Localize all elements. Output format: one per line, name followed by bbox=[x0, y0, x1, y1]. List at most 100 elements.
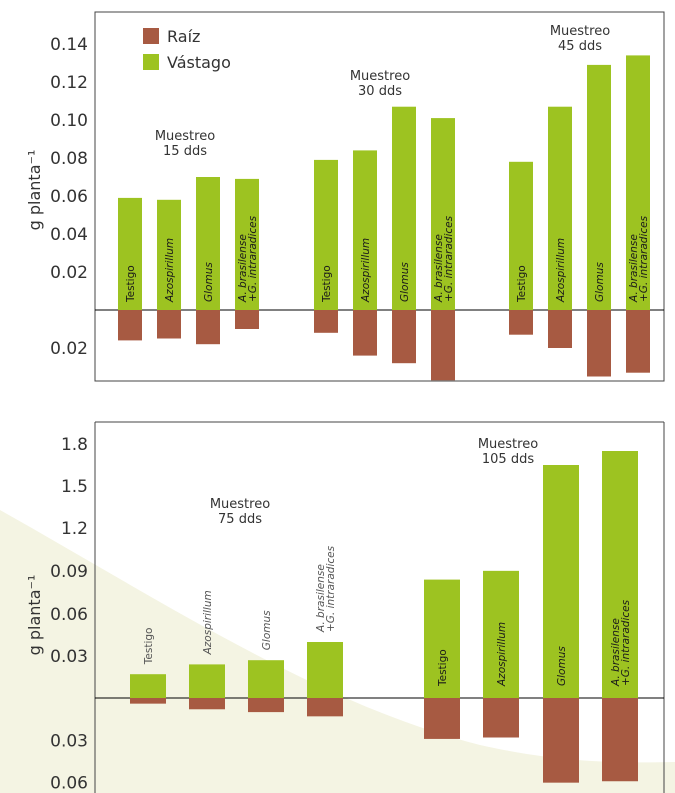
raiz-bar bbox=[424, 698, 460, 739]
category-label-line: Azospirillum bbox=[164, 238, 176, 303]
legend: Raíz Vástago bbox=[143, 27, 231, 72]
category-label-line: Testigo bbox=[437, 649, 449, 687]
category-label: Testigo bbox=[516, 265, 528, 303]
group-label: Muestreo bbox=[550, 24, 610, 39]
group-label: Muestreo bbox=[478, 437, 538, 452]
y-tick-label: 0.02 bbox=[50, 339, 88, 359]
vastago-bar bbox=[196, 177, 220, 310]
category-label: A. brasilense+G. intraradices bbox=[610, 599, 632, 687]
raiz-bar bbox=[543, 698, 579, 783]
vastago-bar bbox=[543, 465, 579, 698]
category-label-line: A. brasilense bbox=[628, 234, 640, 303]
category-label: Azospirillum bbox=[202, 590, 214, 655]
category-label: Testigo bbox=[125, 265, 137, 303]
raiz-bar bbox=[431, 310, 455, 381]
raiz-bar bbox=[130, 698, 166, 704]
category-label: Glomus bbox=[594, 262, 606, 302]
vastago-bar bbox=[626, 55, 650, 311]
y-tick-label: 0.04 bbox=[50, 225, 88, 245]
category-label-line: Testigo bbox=[125, 265, 137, 303]
vastago-bar bbox=[431, 118, 455, 310]
category-label-line: Glomus bbox=[399, 262, 411, 302]
category-label: Glomus bbox=[261, 610, 273, 650]
category-label-line: A. brasilense bbox=[315, 564, 327, 633]
category-label-line: Glomus bbox=[556, 646, 568, 686]
y-tick-label: 1.5 bbox=[61, 477, 88, 497]
group-label: Muestreo bbox=[210, 497, 270, 512]
category-label: Azospirillum bbox=[360, 238, 372, 303]
category-label: Azospirillum bbox=[496, 622, 508, 687]
y-tick-label: 1.8 bbox=[61, 435, 88, 455]
vastago-bar bbox=[314, 159, 338, 310]
y-tick-label: 0.06 bbox=[50, 774, 88, 793]
vastago-bar bbox=[483, 570, 519, 698]
category-label-line: +G. intraradices bbox=[638, 215, 650, 302]
group-label: 45 dds bbox=[558, 39, 602, 54]
vastago-bar bbox=[548, 106, 572, 310]
vastago-bar bbox=[189, 664, 225, 698]
raiz-bar bbox=[626, 310, 650, 373]
raiz-bar bbox=[587, 310, 611, 377]
vastago-bar bbox=[307, 642, 343, 698]
vastago-bar bbox=[235, 178, 259, 310]
y-tick-label: 1.2 bbox=[61, 519, 88, 539]
raiz-bar bbox=[483, 698, 519, 738]
category-label: Testigo bbox=[321, 265, 333, 303]
y-tick-label: 0.06 bbox=[50, 605, 88, 625]
y-tick-label: 0.02 bbox=[50, 263, 88, 283]
y-tick-label: 0.03 bbox=[50, 647, 88, 667]
category-label-line: +G. intraradices bbox=[325, 545, 337, 632]
vastago-bar bbox=[602, 451, 638, 698]
category-label-line: Azospirillum bbox=[202, 590, 214, 655]
category-label-line: Azospirillum bbox=[360, 238, 372, 303]
category-label-line: A. brasilense bbox=[237, 234, 249, 303]
top-chart: 0.02 0.04 0.06 0.08 0.10 0.12 0.14 0.02 g planta… bbox=[25, 11, 665, 382]
raiz-bar bbox=[248, 698, 284, 713]
category-label: A. brasilense+G. intraradices bbox=[237, 215, 259, 303]
y-axis-label: g planta⁻¹ bbox=[25, 150, 44, 231]
y-tick-label: 0.09 bbox=[50, 562, 88, 582]
bar-group: Testigo Azospirillum Glomus A. brasilense+G… bbox=[118, 129, 259, 345]
group-label: 75 dds bbox=[218, 512, 262, 527]
category-label-line: +G. intraradices bbox=[620, 599, 632, 686]
group-label: 30 dds bbox=[358, 84, 402, 99]
y-tick-label: 0.14 bbox=[50, 35, 88, 55]
category-label: Glomus bbox=[399, 262, 411, 302]
bar-group: Testigo Azospirillum Glomus A. brasilense+G… bbox=[314, 69, 455, 381]
category-label-line: Glomus bbox=[594, 262, 606, 302]
group-label: Muestreo bbox=[155, 129, 215, 144]
vastago-bar bbox=[130, 674, 166, 698]
category-label-line: Glomus bbox=[203, 262, 215, 302]
bar-group: Testigo Azospirillum Glomus A. brasilense+G… bbox=[509, 24, 650, 377]
raiz-bar bbox=[189, 698, 225, 710]
group-label: Muestreo bbox=[350, 69, 410, 84]
category-label: Testigo bbox=[143, 628, 155, 666]
raiz-bar bbox=[118, 310, 142, 341]
bar-group: Testigo Azospirillum Glomus A. brasilense+G… bbox=[424, 437, 638, 783]
bar-group: Testigo Azospirillum Glomus A. brasilense+G… bbox=[130, 497, 343, 717]
vastago-bar bbox=[248, 660, 284, 698]
top-plot-frame bbox=[94, 11, 665, 382]
vastago-bar bbox=[157, 199, 181, 310]
category-label-line: Azospirillum bbox=[496, 622, 508, 687]
raiz-bar bbox=[235, 310, 259, 329]
legend-label: Vástago bbox=[167, 53, 231, 72]
category-label-line: Testigo bbox=[516, 265, 528, 303]
category-label: Testigo bbox=[437, 649, 449, 687]
raiz-bar bbox=[602, 698, 638, 782]
category-label: A. brasilense+G. intraradices bbox=[315, 545, 337, 633]
raiz-bar bbox=[196, 310, 220, 345]
category-label-line: Testigo bbox=[143, 628, 155, 666]
vastago-bar bbox=[424, 579, 460, 698]
raiz-bar bbox=[157, 310, 181, 339]
category-label: A. brasilense+G. intraradices bbox=[628, 215, 650, 303]
raiz-bar bbox=[392, 310, 416, 364]
category-label-line: A. brasilense bbox=[610, 618, 622, 687]
y-tick-label: 0.06 bbox=[50, 187, 88, 207]
vastago-bar bbox=[587, 64, 611, 311]
raiz-bar bbox=[548, 310, 572, 348]
group-label: 15 dds bbox=[163, 144, 207, 159]
vastago-bar bbox=[509, 161, 533, 310]
category-label-line: Glomus bbox=[261, 610, 273, 650]
